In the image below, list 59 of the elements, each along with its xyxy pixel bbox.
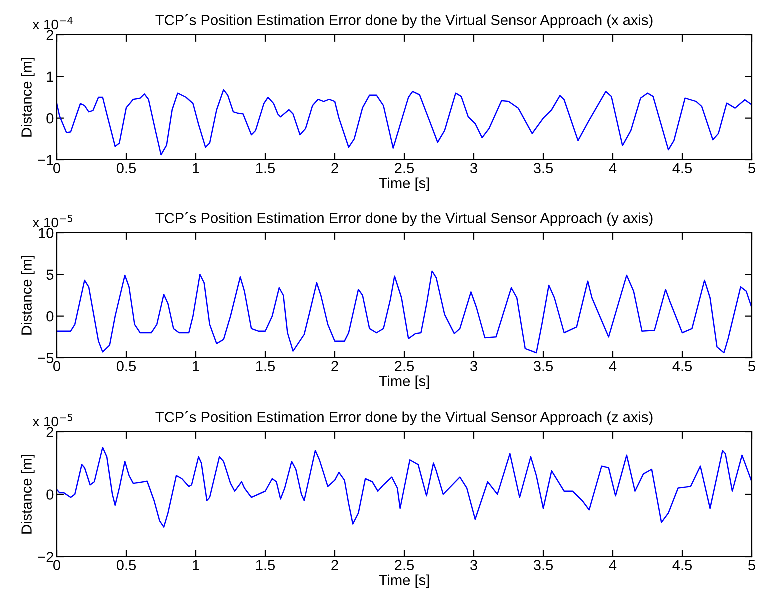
x-tick-label: 4 — [609, 163, 617, 174]
x-tick-label: 3 — [470, 361, 478, 372]
x-tick-label: 3 — [470, 163, 478, 174]
x-tick-label: 4.5 — [672, 163, 692, 174]
x-tick-label: 4 — [609, 361, 617, 372]
chart-title: TCP´s Position Estimation Error done by the Virtual Sensor Approach (z axis) — [156, 412, 653, 426]
y-tick-label: 5 — [46, 270, 54, 280]
x-tick-label: 2 — [332, 560, 338, 570]
x-tick-label: 3.5 — [534, 361, 554, 372]
x-tick-label: 0 — [54, 361, 60, 372]
y-tick-label: 0 — [46, 311, 54, 322]
text: x 10$^{−4}$ — [32, 17, 73, 30]
x-tick-label: 1 — [193, 163, 200, 174]
x-tick-label: 1.5 — [256, 163, 276, 174]
y-tick-label: −5 — [38, 353, 54, 364]
x-tick-label: 3 — [470, 560, 478, 570]
y-tick-label: 10 — [39, 228, 54, 238]
x-tick-label: 2 — [332, 163, 338, 174]
x-tick-label: 3.5 — [534, 163, 554, 174]
x-axis-title: Time [s] — [379, 376, 430, 390]
x-tick-label: 0 — [54, 560, 60, 570]
x-axis-title: Time [s] — [379, 574, 430, 588]
x-tick-label: 0.5 — [116, 163, 136, 174]
y-tick-label: 2 — [46, 427, 54, 438]
x-tick-label: 0.5 — [116, 361, 136, 372]
text: x 10$^{−5}$ — [32, 414, 73, 427]
x-tick-label: 5 — [748, 361, 756, 372]
y-tick-label: 0 — [46, 113, 54, 124]
x-tick-label: 2.5 — [395, 163, 414, 174]
y-tick-label: −2 — [38, 552, 54, 562]
y-tick-label: 1 — [47, 72, 54, 82]
x-axis-title: Time [s] — [379, 178, 430, 192]
x-tick-label: 3.5 — [534, 560, 554, 570]
x-tick-label: 4.5 — [672, 361, 692, 372]
line-series — [57, 89, 752, 156]
x-tick-label: 1.5 — [256, 361, 276, 372]
x-tick-label: 0 — [54, 163, 60, 174]
x-tick-label: 5 — [748, 560, 756, 570]
y-tick-label: 0 — [46, 490, 54, 500]
x-tick-label: 1 — [193, 560, 200, 570]
x-tick-label: 5 — [748, 163, 756, 174]
y-axis-title: Distance [m] — [21, 256, 35, 335]
line-series — [57, 447, 752, 528]
y-axis-title: Distance [m] — [21, 455, 35, 534]
x-tick-label: 4 — [609, 560, 617, 570]
x-tick-label: 0.5 — [116, 560, 136, 570]
x-tick-label: 2.5 — [395, 361, 414, 372]
x-tick-label: 2 — [332, 361, 338, 372]
y-tick-label: 2 — [46, 30, 54, 40]
x-tick-label: 1 — [193, 361, 200, 372]
chart-title: TCP´s Position Estimation Error done by the Virtual Sensor Approach (x axis) — [156, 14, 653, 28]
x-tick-label: 1.5 — [256, 560, 276, 570]
x-tick-label: 2.5 — [395, 560, 414, 570]
x-tick-label: 4.5 — [672, 560, 692, 570]
line-series — [57, 270, 752, 354]
text: x 10$^{−5}$ — [32, 215, 73, 228]
chart-title: TCP´s Position Estimation Error done by the Virtual Sensor Approach (y axis) — [156, 212, 653, 226]
y-axis-title: Distance [m] — [21, 58, 35, 137]
y-tick-label: −1 — [38, 155, 54, 166]
